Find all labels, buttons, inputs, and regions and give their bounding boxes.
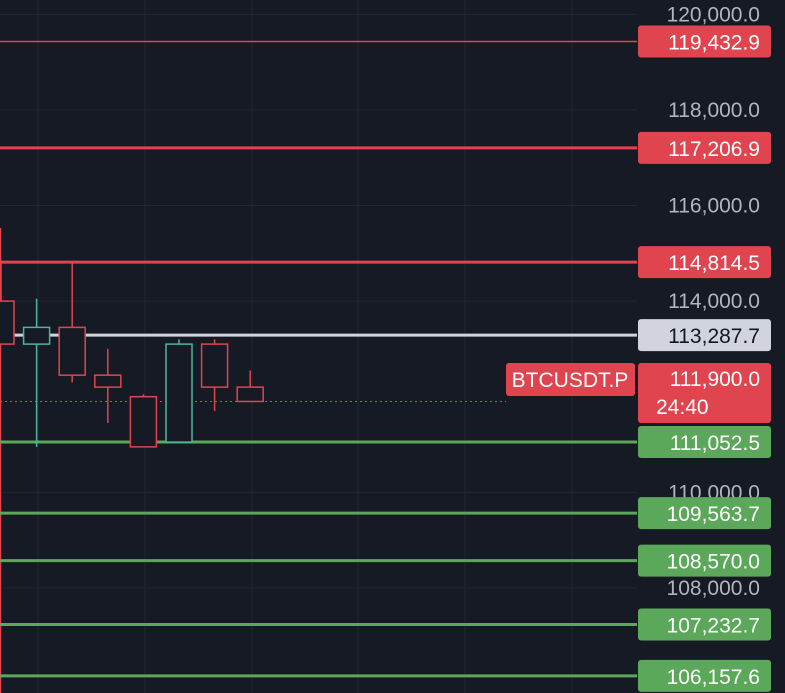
level-label-2: 114,814.5 bbox=[668, 252, 760, 275]
level-label-bg-3 bbox=[638, 319, 771, 352]
level-label-bg-1 bbox=[638, 131, 771, 164]
level-label-bg-0 bbox=[638, 25, 771, 58]
level-label-5: 109,563.7 bbox=[667, 503, 760, 526]
candle-5 bbox=[165, 339, 193, 443]
level-label-bg-5 bbox=[638, 497, 771, 530]
level-label-3: 113,287.7 bbox=[668, 325, 760, 348]
last-price-marker: BTCUSDT.P 111,900.0 24:40 bbox=[506, 363, 771, 423]
level-label-bg-8 bbox=[638, 659, 771, 692]
level-label-7: 107,232.7 bbox=[667, 615, 760, 638]
level-label-4: 111,052.5 bbox=[670, 432, 760, 455]
level-labels: 119,432.9 117,206.9 114,814.5 113,287.7 111,… bbox=[638, 25, 771, 692]
level-label-6: 108,570.0 bbox=[667, 551, 760, 574]
last-price-label-bg bbox=[638, 363, 771, 423]
candle-6 bbox=[200, 339, 229, 412]
price-axis[interactable]: 120,000.0118,000.0116,000.0114,000.0110,… bbox=[667, 3, 760, 600]
candle-4 bbox=[129, 394, 158, 448]
level-lines bbox=[0, 40, 637, 678]
candle-body-7 bbox=[236, 386, 264, 403]
bar-countdown: 24:40 bbox=[656, 396, 709, 419]
level-label-0: 119,432.9 bbox=[668, 31, 760, 54]
candle-7 bbox=[236, 370, 264, 403]
symbol-tag: BTCUSDT.P bbox=[512, 369, 629, 392]
level-label-1: 117,206.9 bbox=[668, 138, 760, 161]
level-label-bg-4 bbox=[638, 425, 771, 458]
candle-body-1 bbox=[22, 326, 51, 345]
grid bbox=[0, 0, 637, 693]
y-tick-label-0: 120,000.0 bbox=[667, 3, 760, 26]
last-price-value: 111,900.0 bbox=[670, 368, 760, 391]
y-tick-label-2: 116,000.0 bbox=[668, 195, 760, 218]
candle-body-0 bbox=[0, 300, 15, 345]
y-tick-label-5: 108,000.0 bbox=[667, 577, 760, 600]
candle-3 bbox=[94, 348, 122, 423]
candle-body-4 bbox=[129, 395, 158, 448]
candle-2 bbox=[58, 262, 86, 383]
y-tick-label-3: 114,000.0 bbox=[668, 290, 760, 313]
y-tick-label-1: 118,000.0 bbox=[668, 99, 760, 122]
candles bbox=[0, 262, 264, 448]
candle-0 bbox=[0, 262, 15, 345]
candle-body-2 bbox=[58, 326, 86, 376]
candle-body-5 bbox=[165, 343, 193, 443]
level-label-bg-2 bbox=[638, 246, 771, 279]
candle-body-3 bbox=[94, 374, 122, 388]
symbol-tag-bg bbox=[506, 363, 635, 396]
level-label-bg-7 bbox=[638, 608, 771, 641]
candle-body-6 bbox=[200, 343, 229, 388]
candle-1 bbox=[22, 298, 51, 447]
level-label-8: 106,157.6 bbox=[667, 666, 760, 689]
level-label-bg-6 bbox=[638, 544, 771, 577]
